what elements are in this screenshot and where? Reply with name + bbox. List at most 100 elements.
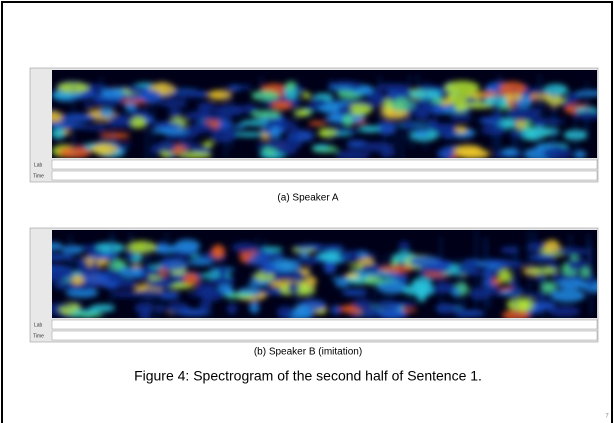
spectrogram-striation — [513, 87, 515, 146]
spectrogram-energy — [52, 242, 64, 251]
spectrogram-striation — [174, 86, 176, 140]
spectrogram-energy — [187, 259, 214, 266]
spectrogram-striation — [528, 230, 530, 273]
spectrogram-energy — [328, 85, 355, 90]
spectrogram-energy — [215, 120, 234, 129]
spectrogram-energy — [198, 292, 208, 298]
spectrogram-striation — [485, 239, 487, 309]
spectrogram-striation — [69, 234, 72, 292]
spectrogram-energy — [70, 275, 84, 285]
spectrogram-striation — [410, 95, 413, 150]
spectrogram-energy — [548, 305, 581, 317]
spectrogram-striation — [100, 76, 103, 142]
spectrogram-energy — [217, 265, 228, 278]
spectrogram-striation — [373, 251, 376, 306]
spectrogram-striation — [585, 91, 588, 141]
spectrogram-energy — [53, 281, 71, 290]
spectrogram-energy — [484, 260, 514, 266]
spectrogram-energy — [251, 90, 279, 101]
spectrogram-energy — [91, 98, 124, 106]
spectrogram-energy — [249, 252, 285, 259]
spectrogram-energy — [377, 265, 414, 274]
spectrogram-energy — [174, 239, 201, 253]
spectrogram-striation — [498, 73, 501, 134]
spectrogram-energy — [158, 99, 188, 107]
time-row: Time — [33, 333, 44, 339]
spectrogram-energy — [140, 90, 163, 104]
spectrogram-striation — [489, 256, 491, 308]
spectrogram-striation — [575, 96, 577, 158]
spectrogram-energy — [297, 257, 323, 264]
spectrogram-energy — [134, 302, 155, 314]
spectrogram-striation — [71, 242, 73, 294]
spectrogram-energy — [408, 255, 443, 268]
spectrogram-energy — [416, 288, 427, 303]
spectrogram-energy — [543, 83, 569, 97]
spectrogram-energy — [310, 97, 328, 108]
spectrogram-striation — [111, 232, 114, 279]
spectrogram-striation — [587, 232, 590, 296]
spectrogram-energy — [225, 293, 255, 299]
spectrogram-striation — [225, 84, 227, 158]
spectrogram-energy — [228, 84, 241, 92]
spectrogram-energy — [129, 117, 147, 129]
spectrogram-energy — [207, 89, 232, 101]
spectrogram-striation — [457, 257, 460, 318]
spectrogram-energy — [52, 303, 74, 308]
spectrogram-energy — [231, 242, 258, 253]
label-row: Lab — [34, 162, 43, 168]
spectrogram-striation — [361, 248, 364, 289]
spectrogram-striation — [152, 85, 155, 158]
spectrogram-striation — [256, 246, 259, 300]
spectrogram-energy — [498, 269, 512, 283]
spectrogram-energy — [355, 272, 381, 277]
spectrogram-energy — [285, 81, 296, 92]
spectrogram-energy — [52, 128, 66, 140]
spectrogram-energy — [321, 245, 345, 251]
spectrogram-energy — [81, 124, 110, 131]
spectrogram-energy — [188, 122, 214, 134]
spectrogram-energy — [60, 113, 96, 122]
spectrogram-striation — [329, 78, 332, 145]
spectrogram-energy — [269, 126, 281, 139]
spectrogram-energy — [52, 92, 81, 97]
spectrogram-energy — [331, 305, 341, 315]
spectrogram-striation — [462, 259, 465, 318]
spectrogram-striation — [513, 245, 515, 307]
spectrogram-energy — [226, 303, 238, 315]
spectrogram-striation — [440, 237, 442, 315]
spectrogram-energy — [554, 247, 589, 256]
spectrogram-energy — [375, 83, 410, 91]
spectrogram-energy — [117, 148, 126, 154]
spectrogram-striation — [72, 82, 75, 156]
spectrogram-striation — [166, 232, 168, 292]
spectrogram-energy — [157, 140, 177, 153]
spectrogram-striation — [417, 74, 419, 144]
spectrogram-striation — [155, 254, 157, 318]
spectrogram-energy — [99, 107, 114, 118]
spectrogram-energy — [301, 92, 312, 99]
spectrogram-striation — [401, 93, 403, 158]
spectrogram-energy — [261, 246, 283, 253]
spectrogram-striation — [588, 240, 591, 282]
spectrogram-energy — [52, 274, 68, 283]
spectrogram-energy — [91, 143, 118, 156]
spectrogram-striation — [337, 85, 339, 137]
spectrogram-energy — [556, 279, 588, 289]
spectrogram-energy — [293, 109, 310, 117]
spectrogram-energy — [413, 129, 430, 136]
spectrogram-energy — [469, 287, 490, 300]
spectrogram-energy — [154, 244, 178, 254]
spectrogram-energy — [566, 257, 587, 272]
time-row: Time — [33, 173, 44, 179]
spectrogram-energy — [111, 113, 131, 125]
spectrogram-energy — [418, 84, 440, 92]
spectrogram-striation — [390, 253, 392, 318]
spectrogram-energy — [83, 102, 94, 109]
spectrogram-energy — [201, 114, 232, 122]
spectrogram-striation — [295, 246, 297, 310]
spectrogram-energy — [502, 147, 519, 157]
spectrogram-energy — [532, 127, 560, 136]
